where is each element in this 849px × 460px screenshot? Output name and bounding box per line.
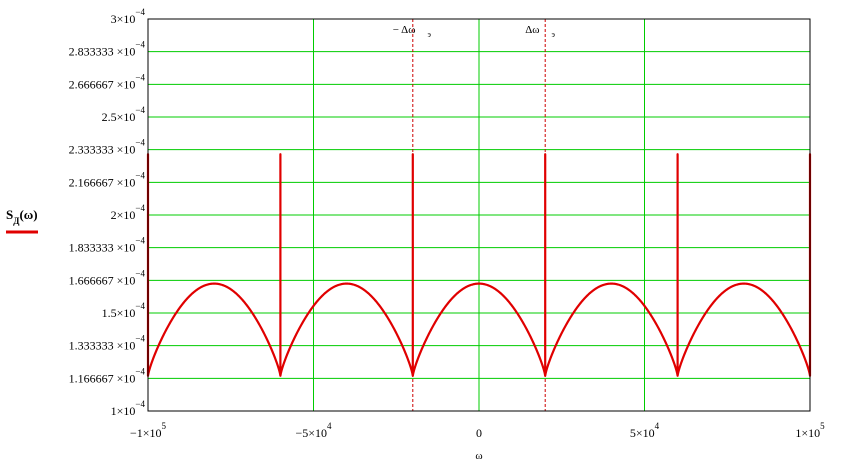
x-axis-label: ω: [475, 450, 482, 460]
legend-label: SД(ω): [6, 207, 38, 226]
y-tick-label: 2.166667 ×10−4: [69, 170, 146, 189]
y-tick-label: 1.5×10−4: [102, 301, 146, 320]
y-tick-label: 2×10−4: [111, 203, 146, 222]
y-tick-label: 2.333333 ×10−4: [69, 138, 146, 157]
x-tick-labels: −1×105 −5×104 0 5×104 1×105: [130, 421, 825, 440]
y-tick-label: 2.666667 ×10−4: [69, 72, 146, 91]
y-tick-label: 3×10−4: [111, 7, 146, 26]
y-tick-label: 1.833333 ×10−4: [69, 236, 146, 255]
y-tick-label: 2.833333 ×10−4: [69, 40, 146, 59]
x-tick-label: −1×105: [130, 421, 167, 440]
y-tick-label: 2.5×10−4: [102, 105, 146, 124]
series: [146, 153, 812, 377]
legend: SД(ω): [6, 207, 38, 234]
x-tick-label: 5×104: [630, 421, 660, 440]
grid: [147, 18, 811, 412]
x-tick-label: −5×104: [295, 421, 332, 440]
y-tick-labels: 1×10−4 1.166667 ×10−4 1.333333 ×10−4 1.5×10…: [69, 7, 146, 418]
y-tick-label: 1.333333 ×10−4: [69, 334, 146, 353]
marker-label-0: − Δω э: [393, 24, 432, 39]
marker-label-1: Δω э: [525, 24, 555, 39]
x-tick-label: 0: [476, 426, 482, 440]
series-line: [146, 153, 812, 377]
y-tick-label: 1×10−4: [111, 399, 146, 418]
y-tick-label: 1.666667 ×10−4: [69, 268, 146, 287]
plot-frame: [147, 18, 811, 412]
y-tick-label: 1.166667 ×10−4: [69, 366, 146, 385]
x-tick-label: 1×105: [795, 421, 825, 440]
